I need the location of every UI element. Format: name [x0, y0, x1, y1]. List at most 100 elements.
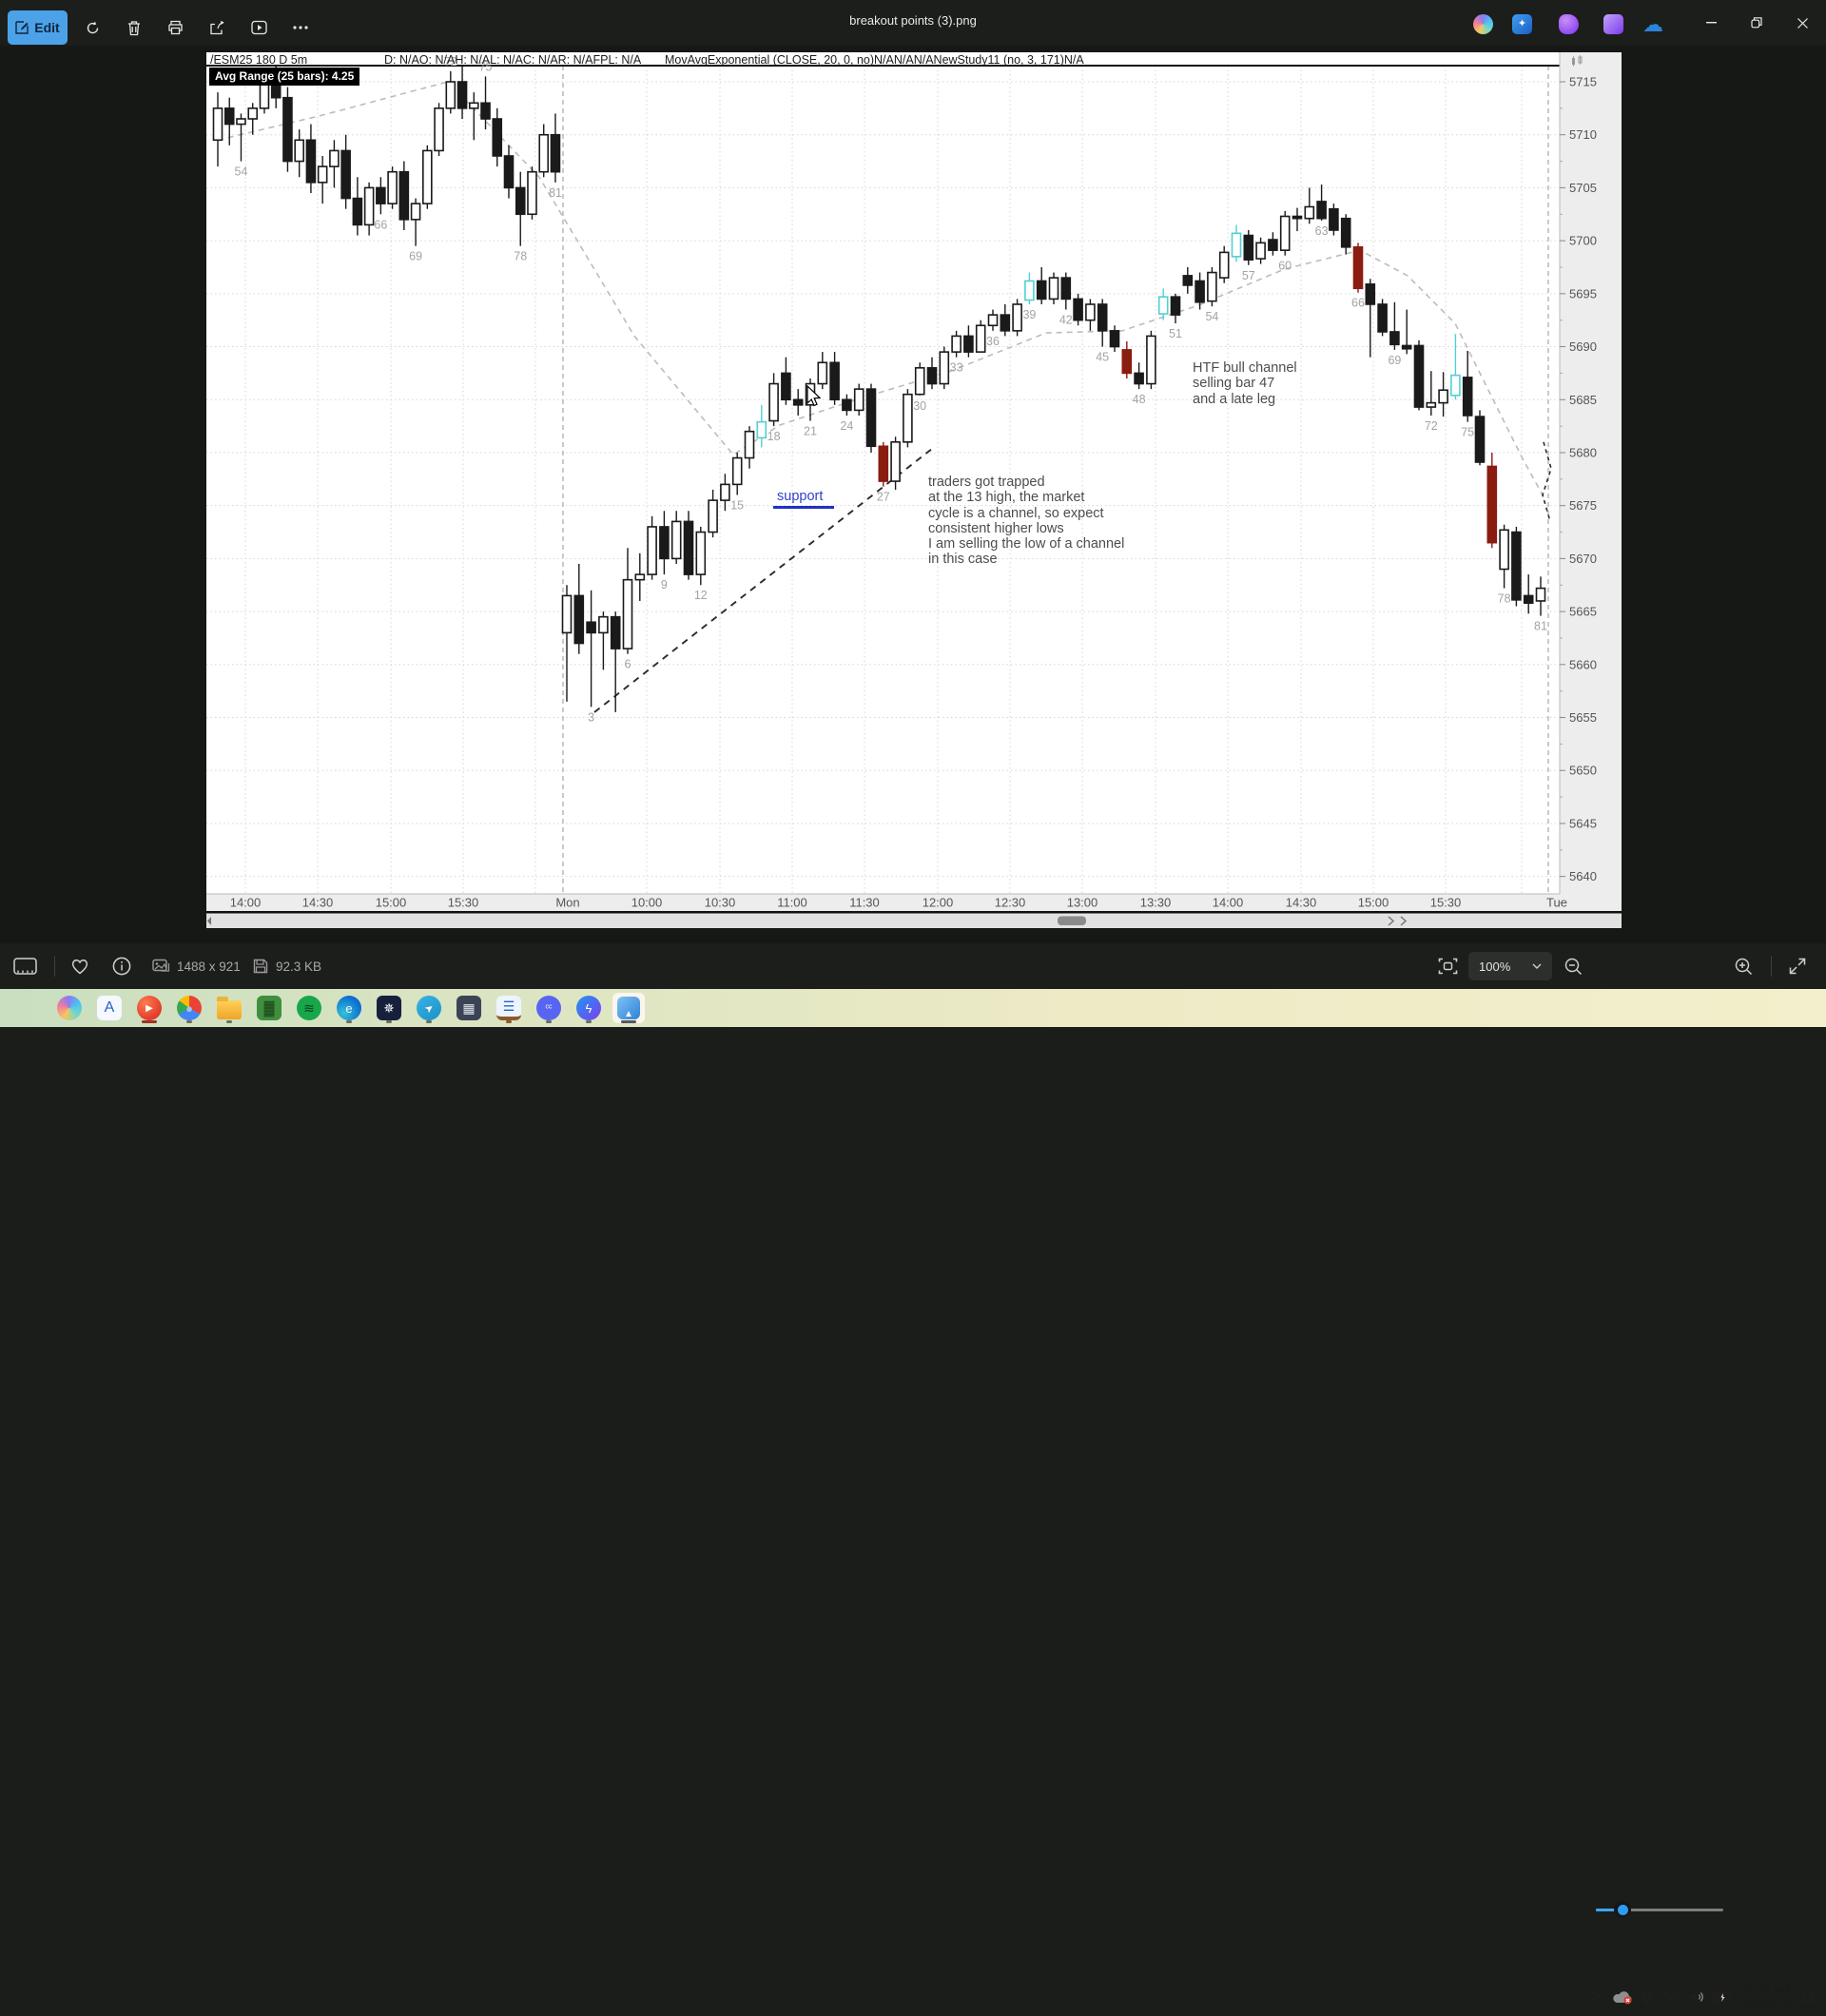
taskbar-edge-icon[interactable]: e	[331, 992, 367, 1024]
svg-text:13:30: 13:30	[1140, 896, 1172, 910]
late-leg-line	[1542, 441, 1552, 522]
minimize-button[interactable]	[1689, 0, 1733, 46]
svg-text:15:00: 15:00	[1358, 896, 1389, 910]
zoom-level-value: 100%	[1479, 959, 1511, 974]
svg-text:18: 18	[767, 430, 781, 443]
onedrive-error-icon[interactable]	[1610, 1978, 1635, 2016]
image-editor-icon[interactable]: ✦	[1512, 14, 1532, 34]
chevron-down-icon	[1532, 963, 1542, 969]
photo-canvas[interactable]: 54 66 69 72 75 78 81 3 6 9 12 15 18 21 24 27 30 33 36 39 42 4…	[0, 46, 1826, 989]
taskbar-copilot-icon[interactable]	[51, 992, 87, 1024]
onedrive-icon[interactable]: ☁	[1642, 12, 1663, 36]
battery-icon[interactable]	[1709, 1978, 1734, 2016]
taskbar-spotify-icon[interactable]: ≋	[291, 992, 327, 1024]
fit-to-window-icon[interactable]	[1438, 943, 1458, 989]
taskbar-discord-icon[interactable]: ᶜᶜ	[531, 992, 567, 1024]
tray-chevron-up-icon[interactable]	[1585, 1978, 1610, 2016]
taskbar-file-explorer-icon[interactable]	[211, 992, 247, 1024]
chart-image: 54 66 69 72 75 78 81 3 6 9 12 15 18 21 24 27 30 33 36 39 42 4…	[206, 52, 1622, 928]
svg-text:24: 24	[840, 419, 853, 433]
edit-pencil-icon	[15, 21, 29, 34]
svg-text:13:00: 13:00	[1067, 896, 1098, 910]
zoom-out-icon[interactable]	[1564, 943, 1583, 989]
svg-text:11:30: 11:30	[849, 896, 880, 910]
svg-text:60: 60	[1278, 260, 1292, 273]
svg-text:69: 69	[1388, 354, 1401, 367]
svg-text:5640: 5640	[1569, 869, 1597, 883]
taskbar-chrome-icon[interactable]: ●	[171, 992, 207, 1024]
mouse-cursor	[806, 385, 822, 407]
clipchamp-icon[interactable]	[1603, 14, 1623, 34]
info-icon[interactable]	[112, 943, 131, 989]
running-indicator	[142, 1020, 157, 1023]
svg-text:14:00: 14:00	[230, 896, 262, 910]
svg-text:72: 72	[1425, 419, 1438, 433]
favorite-icon[interactable]	[70, 943, 89, 989]
more-options-icon[interactable]	[289, 16, 312, 39]
zoom-in-icon[interactable]	[1735, 943, 1753, 989]
svg-text:10:30: 10:30	[705, 896, 736, 910]
filmstrip-toggle-icon[interactable]	[13, 943, 37, 989]
taskbar-media-player-icon[interactable]: ▶	[131, 992, 167, 1024]
designer-icon[interactable]	[1559, 14, 1579, 34]
photos-titlebar: Edit breakout points (3).png ✦ ☁	[0, 0, 1826, 46]
delete-icon[interactable]	[123, 16, 146, 39]
slideshow-icon[interactable]	[247, 16, 270, 39]
svg-text:5665: 5665	[1569, 605, 1597, 619]
svg-text:15:00: 15:00	[376, 896, 407, 910]
microphone-icon[interactable]	[1635, 1978, 1660, 2016]
dimensions-icon	[152, 943, 170, 989]
svg-text:14:30: 14:30	[302, 896, 334, 910]
svg-text:Tue: Tue	[1546, 896, 1567, 910]
rotate-icon[interactable]	[81, 16, 104, 39]
volume-icon[interactable]	[1684, 1978, 1709, 2016]
taskbar-fences-icon[interactable]: ✵	[371, 992, 407, 1024]
photos-statusbar: 1488 x 921 92.3 KB 100%	[0, 943, 1826, 1918]
svg-text:51: 51	[1169, 327, 1182, 340]
svg-text:66: 66	[374, 218, 387, 231]
candles-layer	[212, 66, 1546, 712]
ema-line	[217, 81, 1546, 501]
tray-clock[interactable]: 10:08 AM 8/9/2025	[1741, 1984, 1790, 2010]
share-icon[interactable]	[205, 16, 228, 39]
taskbar-telegram-icon[interactable]: ➤	[411, 990, 447, 1026]
running-indicator	[546, 1020, 552, 1023]
taskbar-journal-icon[interactable]: A	[91, 992, 127, 1024]
running-indicator	[186, 1020, 192, 1023]
taskbar-messenger-icon[interactable]: ϟ	[571, 992, 607, 1024]
svg-text:66: 66	[1351, 297, 1365, 310]
chart-study-header: MovAvgExponential (CLOSE, 20, 0, no)N/AN…	[665, 53, 1084, 67]
axes-layer: 5715571057055700569556905685568056755670…	[206, 52, 1622, 928]
svg-text:78: 78	[514, 250, 527, 263]
print-icon[interactable]	[164, 16, 186, 39]
zoom-slider-handle[interactable]	[1614, 1901, 1631, 1918]
svg-text:15: 15	[730, 499, 744, 513]
overlay-lines-layer	[217, 81, 1552, 713]
zoom-level-dropdown[interactable]: 100%	[1468, 952, 1552, 980]
taskbar-photos-icon[interactable]: ▲	[611, 992, 647, 1024]
support-underline	[773, 506, 834, 509]
taskbar-calculator-icon[interactable]: ▦	[451, 992, 487, 1024]
running-indicator	[506, 1020, 512, 1023]
svg-text:5695: 5695	[1569, 286, 1597, 300]
svg-text:Mon: Mon	[555, 896, 579, 910]
chart-settings-icon[interactable]	[1570, 55, 1585, 68]
chart-scrollbar	[206, 911, 1622, 928]
svg-text:5650: 5650	[1569, 764, 1597, 778]
notifications-icon[interactable]: z	[1796, 1978, 1820, 2016]
copilot-icon[interactable]	[1473, 14, 1493, 34]
restore-button[interactable]	[1735, 0, 1778, 46]
wifi-icon[interactable]	[1660, 1978, 1684, 2016]
close-button[interactable]	[1780, 0, 1824, 46]
taskbar-minecraft-icon[interactable]: ▓	[251, 992, 287, 1024]
running-indicator	[621, 1020, 636, 1023]
system-tray: 10:08 AM 8/9/2025 z	[1585, 1978, 1826, 2016]
fullscreen-icon[interactable]	[1789, 943, 1806, 989]
svg-text:81: 81	[549, 186, 562, 200]
chart-ohlc-header: D: N/AO: N/AH: N/AL: N/AC: N/AR: N/AFPL:…	[384, 53, 642, 67]
edit-button[interactable]: Edit	[8, 10, 68, 45]
taskbar-notepad-icon[interactable]: ☰	[491, 992, 527, 1024]
svg-text:5670: 5670	[1569, 552, 1597, 566]
taskbar-start-icon[interactable]	[11, 992, 48, 1024]
